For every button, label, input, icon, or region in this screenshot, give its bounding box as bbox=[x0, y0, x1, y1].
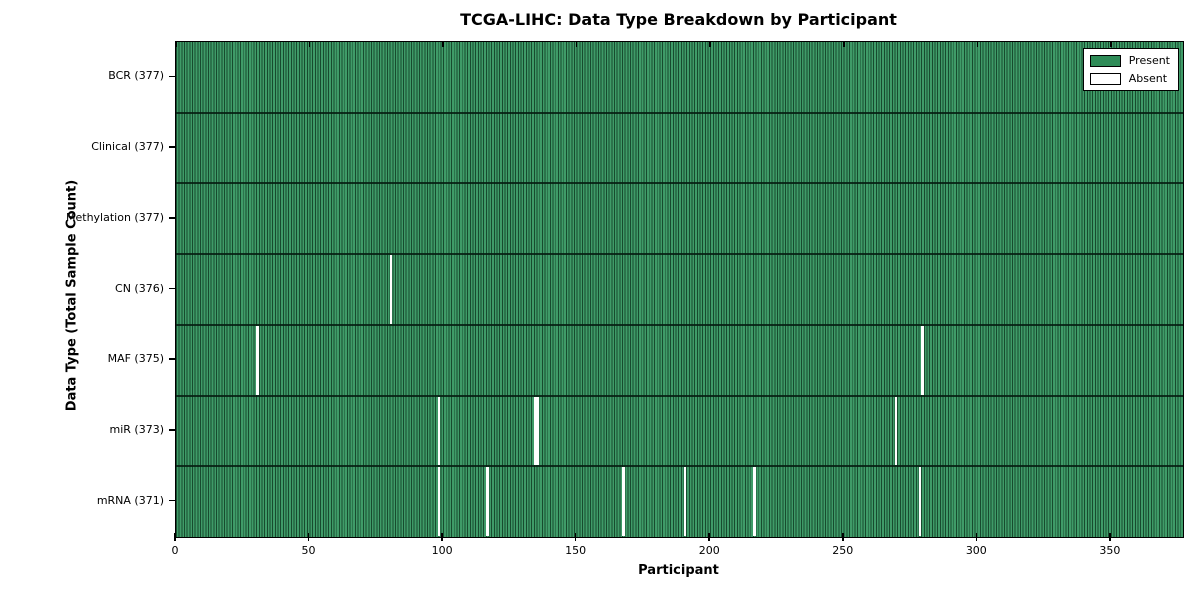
x-tick-label: 300 bbox=[965, 544, 987, 557]
y-axis-title: Data Type (Total Sample Count) bbox=[64, 179, 80, 412]
y-tick-mark bbox=[169, 429, 175, 431]
row-boundary bbox=[176, 465, 1183, 468]
y-tick-mark bbox=[169, 287, 175, 290]
x-tick-mark bbox=[307, 533, 310, 541]
y-tick-mark bbox=[169, 146, 175, 148]
absent-bar bbox=[485, 467, 489, 536]
y-tick-mark bbox=[169, 499, 175, 502]
x-tick-mark-top bbox=[308, 42, 311, 47]
y-tick-label: mRNA (371) bbox=[96, 493, 164, 507]
absent-bar bbox=[894, 396, 898, 466]
row-boundary bbox=[176, 111, 1183, 114]
x-tick-mark-top bbox=[976, 42, 979, 47]
absent-bar bbox=[389, 255, 393, 324]
x-tick-mark bbox=[1109, 533, 1111, 541]
legend: Present Absent bbox=[1082, 48, 1179, 91]
y-tick-mark bbox=[169, 216, 175, 219]
chart-title: TCGA-LIHC: Data Type Breakdown by Partic… bbox=[460, 10, 897, 29]
absent-bar bbox=[256, 325, 259, 395]
x-tick-mark-top bbox=[442, 42, 444, 47]
absent-bar bbox=[437, 467, 441, 536]
x-tick-mark bbox=[841, 533, 844, 541]
legend-label-present: Present bbox=[1128, 54, 1170, 67]
legend-item-absent: Absent bbox=[1089, 72, 1170, 85]
plot-area: Present Absent bbox=[175, 41, 1184, 538]
absent-bar bbox=[622, 467, 625, 536]
absent-bar bbox=[921, 325, 924, 395]
x-tick-mark-top bbox=[709, 42, 711, 47]
x-tick-mark bbox=[441, 533, 443, 541]
x-tick-mark-top bbox=[175, 42, 177, 47]
legend-item-present: Present bbox=[1089, 54, 1170, 67]
absent-bar bbox=[536, 396, 540, 466]
x-tick-mark bbox=[708, 533, 710, 541]
row-boundary bbox=[176, 253, 1183, 256]
y-tick-label: CN (376) bbox=[115, 281, 164, 295]
x-tick-label: 100 bbox=[431, 544, 453, 557]
y-tick-mark bbox=[169, 358, 175, 360]
x-tick-mark-top bbox=[1110, 42, 1112, 47]
y-tick-label: BCR (377) bbox=[108, 69, 164, 83]
row-boundary bbox=[176, 394, 1183, 397]
legend-label-absent: Absent bbox=[1128, 72, 1168, 85]
x-tick-mark-top bbox=[575, 42, 578, 47]
absent-bar bbox=[918, 467, 922, 536]
y-tick-label: Clinical (377) bbox=[91, 140, 164, 154]
y-tick-mark bbox=[169, 75, 175, 78]
absent-swatch-icon bbox=[1089, 72, 1121, 85]
x-tick-mark-top bbox=[842, 42, 845, 47]
x-tick-label: 200 bbox=[698, 544, 720, 557]
x-tick-label: 150 bbox=[565, 544, 587, 557]
x-tick-mark bbox=[574, 533, 577, 541]
absent-bar bbox=[533, 396, 537, 466]
absent-bar bbox=[752, 467, 756, 536]
absent-bar bbox=[437, 396, 441, 466]
x-tick-mark bbox=[174, 533, 176, 541]
x-tick-label: 250 bbox=[832, 544, 854, 557]
present-swatch-icon bbox=[1089, 54, 1121, 67]
x-tick-label: 50 bbox=[301, 544, 316, 557]
x-tick-mark bbox=[975, 533, 978, 541]
absent-bar bbox=[683, 467, 687, 536]
x-tick-label: 350 bbox=[1099, 544, 1121, 557]
row-boundary bbox=[176, 182, 1183, 185]
row-boundary bbox=[176, 323, 1183, 326]
y-tick-label: MAF (375) bbox=[107, 352, 164, 366]
y-tick-label: miR (373) bbox=[109, 422, 165, 436]
y-tick-label: Methylation (377) bbox=[66, 210, 164, 224]
x-tick-label: 0 bbox=[171, 544, 179, 557]
x-axis-title: Participant bbox=[638, 563, 719, 578]
